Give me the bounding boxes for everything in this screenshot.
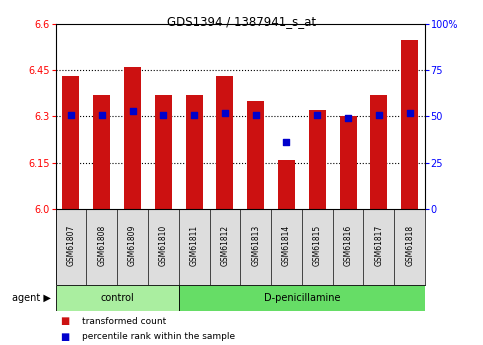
Bar (247, 101, 264, 209)
Bar (210, 209, 240, 285)
Text: GSM61812: GSM61812 (220, 225, 229, 266)
Point (344, 116, 352, 121)
Bar (302, 209, 333, 285)
Bar (309, 110, 326, 209)
Text: GDS1394 / 1387941_s_at: GDS1394 / 1387941_s_at (167, 16, 316, 29)
Text: D-penicillamine: D-penicillamine (264, 293, 340, 303)
Text: GSM61807: GSM61807 (67, 225, 75, 266)
Bar (86, 209, 117, 285)
Text: percentile rank within the sample: percentile rank within the sample (82, 332, 235, 342)
Text: ■: ■ (60, 316, 70, 326)
Bar (93, 95, 110, 209)
Point (375, 112, 383, 117)
Point (190, 112, 198, 117)
Text: GSM61810: GSM61810 (159, 225, 168, 266)
Point (252, 112, 259, 117)
Bar (124, 67, 141, 209)
Text: control: control (100, 293, 134, 303)
Text: ■: ■ (60, 332, 70, 342)
Text: GSM61814: GSM61814 (282, 225, 291, 266)
Text: GSM61811: GSM61811 (190, 225, 199, 266)
Point (221, 110, 229, 116)
Text: GSM61815: GSM61815 (313, 225, 322, 266)
Bar (179, 285, 425, 310)
Bar (185, 95, 202, 209)
Bar (394, 209, 425, 285)
Bar (370, 95, 387, 209)
Bar (117, 209, 148, 285)
Bar (401, 40, 418, 209)
Point (406, 110, 413, 116)
Point (313, 112, 321, 117)
Text: GSM61817: GSM61817 (374, 225, 384, 266)
Text: GSM61813: GSM61813 (251, 225, 260, 266)
Bar (148, 209, 179, 285)
Text: GSM61808: GSM61808 (97, 225, 106, 266)
Point (283, 139, 290, 145)
Text: agent ▶: agent ▶ (12, 293, 51, 303)
Bar (333, 209, 364, 285)
Text: GSM61818: GSM61818 (405, 225, 414, 266)
Bar (56, 285, 179, 310)
Bar (278, 159, 295, 209)
Bar (364, 209, 394, 285)
Bar (271, 209, 302, 285)
Text: GSM61816: GSM61816 (343, 225, 353, 266)
Point (128, 108, 136, 114)
Bar (216, 77, 233, 209)
Bar (179, 209, 210, 285)
Text: GSM61809: GSM61809 (128, 225, 137, 266)
Text: transformed count: transformed count (82, 317, 166, 326)
Point (67, 112, 75, 117)
Point (159, 112, 167, 117)
Bar (240, 209, 271, 285)
Bar (56, 209, 86, 285)
Point (98, 112, 106, 117)
Bar (62, 77, 79, 209)
Bar (340, 116, 356, 209)
Bar (155, 95, 172, 209)
